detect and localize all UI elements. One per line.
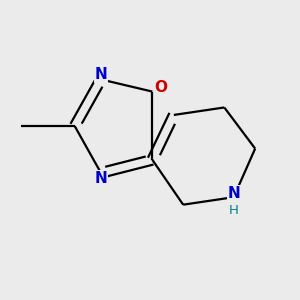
Text: N: N bbox=[227, 186, 240, 201]
Text: N: N bbox=[94, 67, 107, 82]
Text: O: O bbox=[154, 80, 167, 95]
Text: H: H bbox=[229, 204, 238, 217]
Text: N: N bbox=[94, 171, 107, 186]
